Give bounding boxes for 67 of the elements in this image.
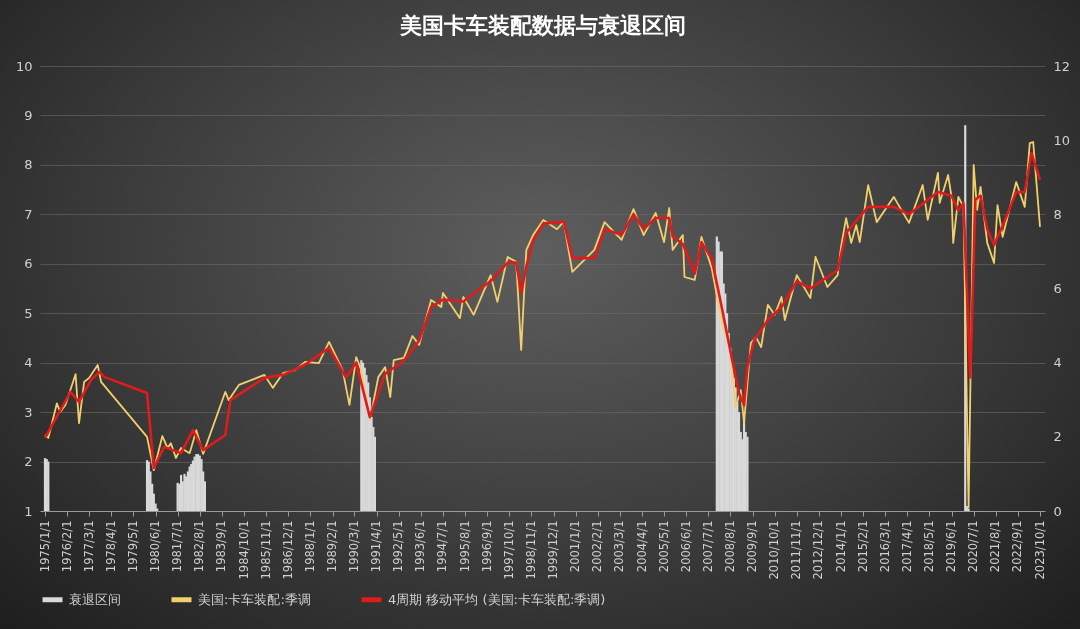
x-tick-label: 1978/4/1 <box>103 520 118 573</box>
x-tick-label: 2005/5/1 <box>656 520 671 573</box>
y2-tick-label: 12 <box>1053 58 1071 74</box>
y-tick-label: 3 <box>24 404 33 420</box>
x-tick-label: 1993/6/1 <box>413 520 428 573</box>
y-tick-label: 9 <box>24 107 33 123</box>
x-tick-label: 2004/4/1 <box>634 520 649 573</box>
x-tick-label: 2016/3/1 <box>877 520 892 573</box>
y-tick-label: 6 <box>24 256 33 272</box>
y-tick-label: 2 <box>24 454 33 470</box>
x-tick-label: 2022/9/1 <box>1010 520 1025 573</box>
legend-label: 4周期 移动平均 (美国:卡车装配:季调) <box>388 591 606 607</box>
x-tick-label: 1988/1/1 <box>302 520 317 573</box>
x-tick-label: 1996/9/1 <box>479 520 494 573</box>
x-tick-label: 2011/11/1 <box>789 520 804 580</box>
y2-tick-label: 4 <box>1053 355 1062 371</box>
x-tick-label: 2021/8/1 <box>988 520 1003 573</box>
y2-tick-label: 0 <box>1053 503 1062 519</box>
x-tick-label: 1998/11/1 <box>523 520 538 580</box>
x-tick-label: 2018/5/1 <box>921 520 936 573</box>
x-tick-label: 2020/7/1 <box>966 520 981 573</box>
x-tick-label: 2017/4/1 <box>899 520 914 573</box>
chart-title: 美国卡车装配数据与衰退区间 <box>398 13 686 38</box>
x-tick-label: 1999/12/1 <box>546 520 561 580</box>
y2-tick-label: 10 <box>1053 132 1071 148</box>
y-tick-label: 7 <box>24 206 33 222</box>
legend-label: 美国:卡车装配:季调 <box>198 591 311 607</box>
x-tick-label: 2003/3/1 <box>612 520 627 573</box>
x-tick-label: 1991/4/1 <box>369 520 384 573</box>
y-tick-label: 8 <box>24 157 33 173</box>
y-tick-label: 10 <box>15 58 33 74</box>
x-tick-label: 2002/2/1 <box>590 520 605 573</box>
y-tick-label: 5 <box>24 305 33 321</box>
x-tick-label: 1997/10/1 <box>501 520 516 580</box>
x-tick-label: 2001/1/1 <box>568 520 583 573</box>
x-tick-label: 2015/2/1 <box>855 520 870 573</box>
y2-tick-label: 8 <box>1053 206 1062 222</box>
y2-tick-label: 2 <box>1053 429 1062 445</box>
x-tick-label: 1986/12/1 <box>280 520 295 580</box>
legend-label: 衰退区间 <box>69 591 121 607</box>
x-tick-label: 2010/10/1 <box>767 520 782 580</box>
x-tick-label: 2019/6/1 <box>944 520 959 573</box>
y-tick-label: 1 <box>24 503 33 519</box>
x-tick-label: 2014/1/1 <box>833 520 848 573</box>
x-tick-label: 1982/8/1 <box>192 520 207 573</box>
x-tick-label: 1984/10/1 <box>236 520 251 580</box>
y2-tick-label: 6 <box>1053 281 1062 296</box>
x-tick-label: 2006/6/1 <box>678 520 693 573</box>
x-tick-label: 1990/3/1 <box>346 520 361 573</box>
x-tick-label: 2012/12/1 <box>811 520 826 580</box>
x-tick-label: 1983/9/1 <box>214 520 229 573</box>
x-tick-label: 2007/7/1 <box>700 520 715 573</box>
x-tick-label: 2009/9/1 <box>745 520 760 573</box>
x-tick-label: 1992/5/1 <box>391 520 406 573</box>
x-tick-label: 1975/1/1 <box>37 520 52 573</box>
x-tick-label: 1976/2/1 <box>59 520 74 573</box>
x-tick-label: 1985/11/1 <box>258 520 273 580</box>
x-tick-label: 1989/2/1 <box>325 520 340 573</box>
x-tick-label: 1995/8/1 <box>457 520 472 573</box>
x-tick-label: 1977/3/1 <box>81 520 96 573</box>
x-tick-label: 2023/10/1 <box>1032 520 1047 580</box>
x-tick-label: 2008/8/1 <box>722 520 737 573</box>
x-tick-label: 1979/5/1 <box>125 520 140 573</box>
x-tick-label: 1980/6/1 <box>148 520 163 573</box>
x-tick-label: 1994/7/1 <box>435 520 450 573</box>
y-tick-label: 4 <box>24 355 33 371</box>
x-tick-label: 1981/7/1 <box>170 520 185 573</box>
